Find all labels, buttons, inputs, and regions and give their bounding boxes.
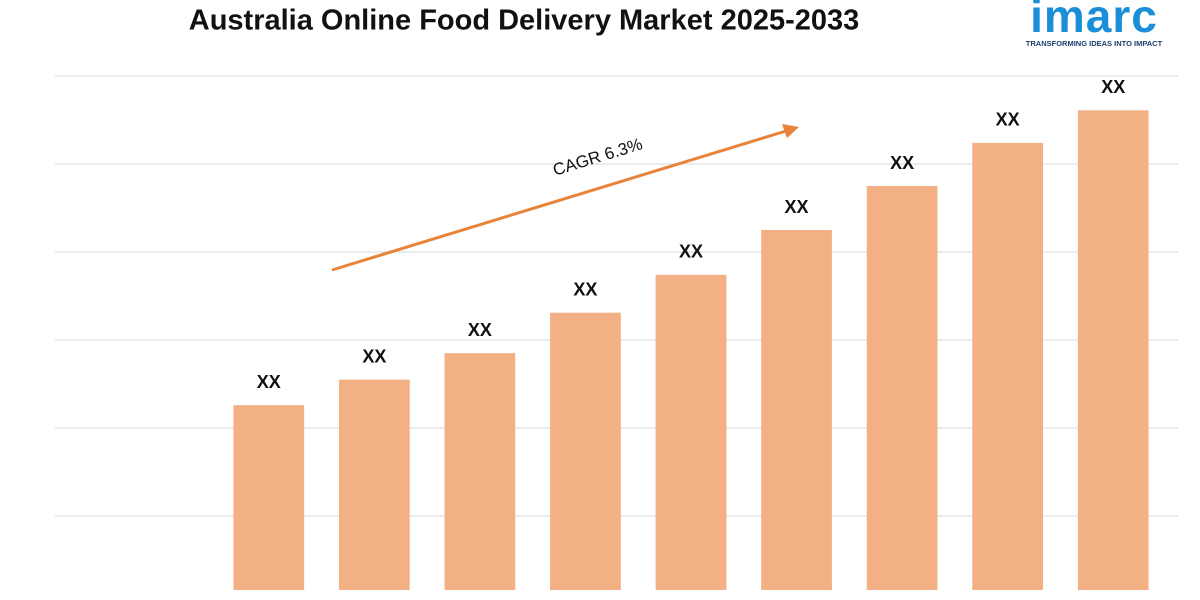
bar [1077, 110, 1149, 590]
bar [655, 274, 727, 590]
cagr-arrow [331, 124, 799, 272]
arrow-line [331, 129, 787, 272]
cagr-label: CAGR 6.3% [551, 134, 645, 179]
value-label: XX [362, 346, 386, 366]
chart-title: Australia Online Food Delivery Market 20… [189, 5, 860, 37]
bar [866, 186, 938, 590]
bar [972, 142, 1044, 590]
brand-tagline: TRANSFORMING IDEAS INTO IMPACT [1026, 39, 1163, 48]
bar [761, 230, 832, 590]
arrow-head [782, 124, 799, 138]
bar [338, 379, 410, 590]
bar [444, 353, 516, 590]
value-label: XX [257, 372, 281, 392]
bar [550, 312, 621, 590]
brand-logo: imarc [1030, 0, 1158, 42]
value-label: XX [996, 110, 1020, 130]
bar [233, 405, 305, 590]
value-label: XX [573, 279, 597, 299]
value-label: XX [468, 320, 492, 340]
value-label: XX [1101, 77, 1125, 97]
value-label: XX [679, 242, 703, 262]
value-label: XX [785, 197, 809, 217]
value-label: XX [890, 153, 914, 173]
